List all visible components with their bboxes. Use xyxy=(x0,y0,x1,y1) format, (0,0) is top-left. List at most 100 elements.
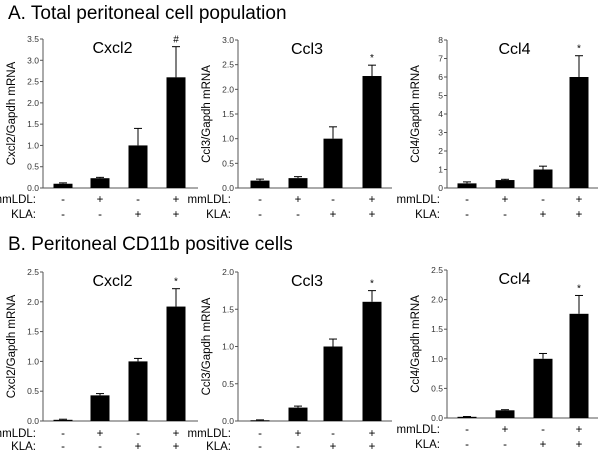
kla-value: + xyxy=(173,441,180,453)
mmldl-label: mmLDL: xyxy=(188,428,231,440)
y-tick-label: 1 xyxy=(438,165,443,175)
section-b-title: B. Peritoneal CD11b positive cells xyxy=(8,234,293,255)
y-tick-label: 2.0 xyxy=(27,98,39,108)
mmldl-value: - xyxy=(258,194,262,206)
bar xyxy=(90,178,110,188)
y-tick-label: 2.0 xyxy=(222,84,234,94)
kla-value: + xyxy=(576,439,583,451)
y-tick-label: 1.0 xyxy=(431,354,443,364)
kla-value: + xyxy=(135,441,142,453)
y-tick-label: 1.0 xyxy=(222,342,234,352)
y-tick-label: 0 xyxy=(438,183,443,193)
mmldl-value: + xyxy=(173,194,180,206)
y-tick-label: 0.5 xyxy=(222,379,234,389)
y-tick-label: 0.0 xyxy=(431,413,443,423)
chart-1: 0.0 0.5 1.0 1.5 2.0 2.5 3.0 3.5 Cxcl2/Gapdh mRNA… xyxy=(0,34,198,221)
kla-value: - xyxy=(258,441,262,453)
significance-marker: * xyxy=(370,53,374,64)
bar xyxy=(569,313,589,418)
y-tick-label: 3 xyxy=(438,128,443,138)
y-tick-label: 2.5 xyxy=(222,60,234,70)
bar xyxy=(128,361,148,421)
kla-value: + xyxy=(369,441,376,453)
y-tick-label: 1.5 xyxy=(222,109,234,119)
y-tick-label: 0.5 xyxy=(27,162,39,172)
bar xyxy=(128,145,148,188)
y-tick-label: 1.5 xyxy=(27,119,39,129)
y-tick-label: 8 xyxy=(438,35,443,45)
kla-label: KLA: xyxy=(11,441,36,453)
y-tick-label: 0.5 xyxy=(222,158,234,168)
kla-value: - xyxy=(465,439,469,451)
kla-value: + xyxy=(135,209,142,221)
kla-value: + xyxy=(540,209,547,221)
mmldl-label: mmLDL: xyxy=(397,424,440,436)
y-tick-label: 2.0 xyxy=(431,295,443,305)
bar xyxy=(362,301,382,421)
bar xyxy=(53,183,73,188)
mmldl-value: + xyxy=(576,424,583,436)
mmldl-value: - xyxy=(465,424,469,436)
y-axis-label: Ccl3/Gapdh mRNA xyxy=(201,297,213,395)
mmldl-label: mmLDL: xyxy=(188,194,231,206)
y-tick-label: 3.0 xyxy=(27,55,39,65)
bar xyxy=(533,169,553,188)
chart-title: Ccl4 xyxy=(498,41,530,58)
bar xyxy=(250,180,270,188)
kla-value: - xyxy=(296,441,300,453)
kla-value: + xyxy=(369,209,376,221)
significance-marker: * xyxy=(370,279,374,290)
kla-value: + xyxy=(330,209,337,221)
mmldl-value: + xyxy=(97,194,104,206)
mmldl-value: - xyxy=(331,194,335,206)
mmldl-value: - xyxy=(541,194,545,206)
kla-value: - xyxy=(61,441,65,453)
bar xyxy=(53,419,73,421)
chart-title: Cxcl2 xyxy=(92,273,132,290)
kla-value: + xyxy=(540,439,547,451)
y-tick-label: 0.0 xyxy=(27,183,39,193)
mmldl-value: + xyxy=(295,428,302,440)
bar xyxy=(166,77,186,188)
bar xyxy=(533,358,553,418)
kla-value: - xyxy=(258,209,262,221)
section-a-title: A. Total peritoneal cell population xyxy=(8,3,287,24)
y-axis-label: Ccl4/Gapdh mRNA xyxy=(410,295,422,393)
y-axis-label: Ccl4/Gapdh mRNA xyxy=(410,65,422,163)
bar xyxy=(495,410,515,418)
mmldl-value: - xyxy=(541,424,545,436)
chart-title: Ccl4 xyxy=(498,271,530,288)
y-tick-label: 1.5 xyxy=(431,324,443,334)
kla-value: + xyxy=(576,209,583,221)
mmldl-label: mmLDL: xyxy=(0,428,36,440)
kla-value: - xyxy=(98,441,102,453)
kla-value: - xyxy=(503,209,507,221)
y-tick-label: 4 xyxy=(438,109,443,119)
chart-6: 0.0 0.5 1.0 1.5 2.0 2.5 Ccl4/Gapdh mRNA Ccl4 - - +… xyxy=(397,265,598,451)
chart-4: 0.0 0.5 1.0 1.5 2.0 2.5 Cxcl2/Gapdh mRNA Cxcl2 -… xyxy=(0,267,198,453)
bar xyxy=(457,416,477,418)
chart-title: Ccl3 xyxy=(291,41,323,58)
y-tick-label: 5 xyxy=(438,91,443,101)
bar xyxy=(250,420,270,422)
y-tick-label: 2.5 xyxy=(27,77,39,87)
mmldl-value: - xyxy=(136,428,140,440)
chart-2: 0.0 0.5 1.0 1.5 2.0 2.5 3.0 Ccl3/Gapdh mRNA Ccl3… xyxy=(188,35,392,221)
bar xyxy=(457,183,477,188)
significance-marker: * xyxy=(174,277,178,288)
kla-value: + xyxy=(330,441,337,453)
chart-title: Cxcl2 xyxy=(92,40,132,57)
mmldl-value: - xyxy=(258,428,262,440)
y-tick-label: 2.0 xyxy=(27,297,39,307)
mmldl-value: + xyxy=(173,428,180,440)
chart-3: 0 1 2 3 4 5 6 7 8 Ccl4/Gapdh mRNA Ccl4 - - + - - + * + + mmL… xyxy=(397,35,598,221)
mmldl-value: - xyxy=(61,194,65,206)
kla-value: - xyxy=(465,209,469,221)
mmldl-value: + xyxy=(576,194,583,206)
y-tick-label: 0.0 xyxy=(222,416,234,426)
mmldl-value: + xyxy=(502,424,509,436)
mmldl-label: mmLDL: xyxy=(397,194,440,206)
y-axis-label: Cxcl2/Gapdh mRNA xyxy=(6,294,18,398)
